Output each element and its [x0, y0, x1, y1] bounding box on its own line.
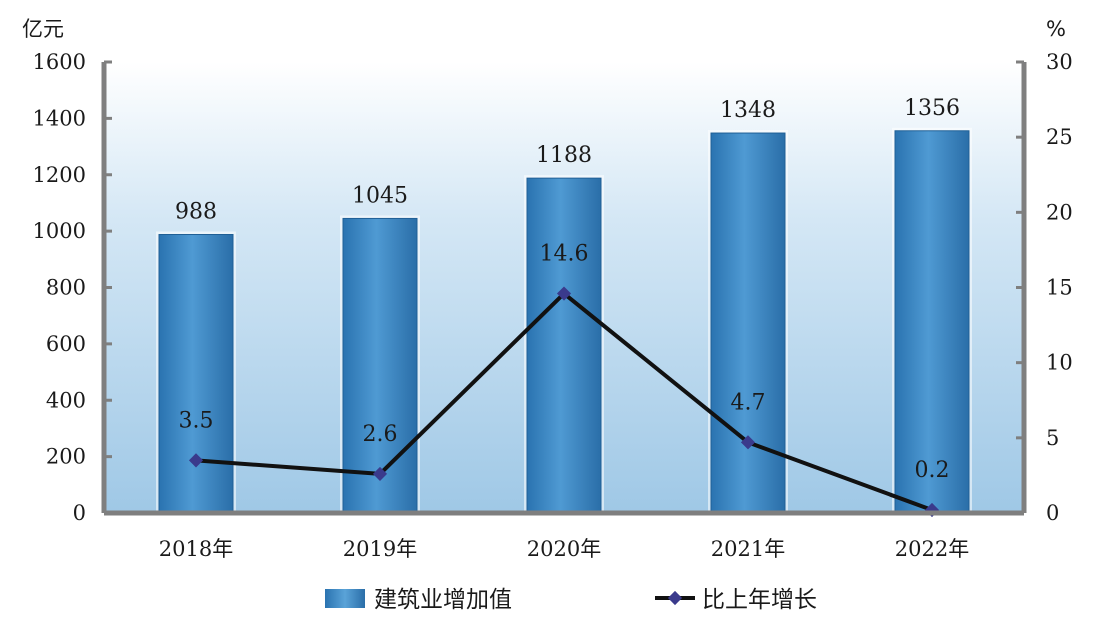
- left-tick-label: 1000: [33, 219, 86, 243]
- legend-bar-label: 建筑业增加值: [374, 587, 512, 613]
- right-tick-label: 10: [1046, 351, 1073, 375]
- x-tick-label: 2020年: [527, 537, 601, 561]
- left-tick-label: 1600: [33, 50, 86, 74]
- left-tick-label: 0: [73, 501, 86, 525]
- line-value-label: 3.5: [179, 408, 214, 433]
- right-tick-label: 15: [1046, 276, 1073, 300]
- legend: 建筑业增加值 比上年增长: [325, 587, 817, 613]
- x-tick-label: 2021年: [711, 537, 785, 561]
- bar: [158, 234, 234, 514]
- left-tick-label: 600: [46, 332, 86, 356]
- line-labels-group: 3.5 2.6 14.6 4.7 0.2: [179, 242, 950, 483]
- bar: [526, 177, 602, 514]
- x-ticks-group: 2018年 2019年 2020年 2021年 2022年: [159, 537, 969, 561]
- bar-value-label: 1045: [352, 183, 408, 208]
- bars-group: [156, 127, 972, 514]
- left-ticks-group: 0 200 400 600 800 1000 1200 1400 1600: [33, 50, 112, 525]
- right-tick-label: 5: [1046, 426, 1059, 450]
- legend-line-marker: [667, 590, 683, 606]
- right-tick-label: 25: [1046, 125, 1073, 149]
- right-tick-label: 30: [1046, 50, 1073, 74]
- line-point: [740, 435, 756, 450]
- line-group: [188, 286, 940, 518]
- left-tick-label: 400: [46, 388, 86, 412]
- bar-value-label: 1356: [904, 96, 960, 121]
- line-value-label: 0.2: [915, 458, 950, 483]
- left-tick-label: 1400: [33, 106, 86, 130]
- line-value-label: 14.6: [540, 242, 589, 267]
- right-tick-label: 20: [1046, 200, 1073, 224]
- x-tick-label: 2022年: [895, 537, 969, 561]
- bar-labels-group: 988 1045 1188 1348 1356: [175, 96, 960, 225]
- left-tick-label: 200: [46, 445, 86, 469]
- legend-bar-swatch: [325, 589, 365, 608]
- right-tick-label: 0: [1046, 501, 1059, 525]
- line-value-label: 4.7: [731, 390, 766, 415]
- right-ticks-group: 0 5 10 15 20 25 30: [1016, 50, 1073, 525]
- legend-line-label: 比上年增长: [702, 587, 817, 613]
- bar-value-label: 1188: [536, 143, 592, 168]
- left-tick-label: 800: [46, 276, 86, 300]
- bar-value-label: 988: [175, 200, 217, 225]
- left-tick-label: 1200: [33, 163, 86, 187]
- right-unit-label: %: [1046, 17, 1066, 41]
- x-tick-label: 2018年: [159, 537, 233, 561]
- line-value-label: 2.6: [363, 422, 398, 447]
- line-point: [188, 453, 204, 468]
- line-point: [372, 466, 388, 481]
- line-point: [556, 286, 572, 301]
- x-tick-label: 2019年: [343, 537, 417, 561]
- bar: [894, 130, 970, 514]
- bar-value-label: 1348: [720, 98, 776, 123]
- bar: [710, 132, 786, 514]
- left-unit-label: 亿元: [22, 17, 64, 41]
